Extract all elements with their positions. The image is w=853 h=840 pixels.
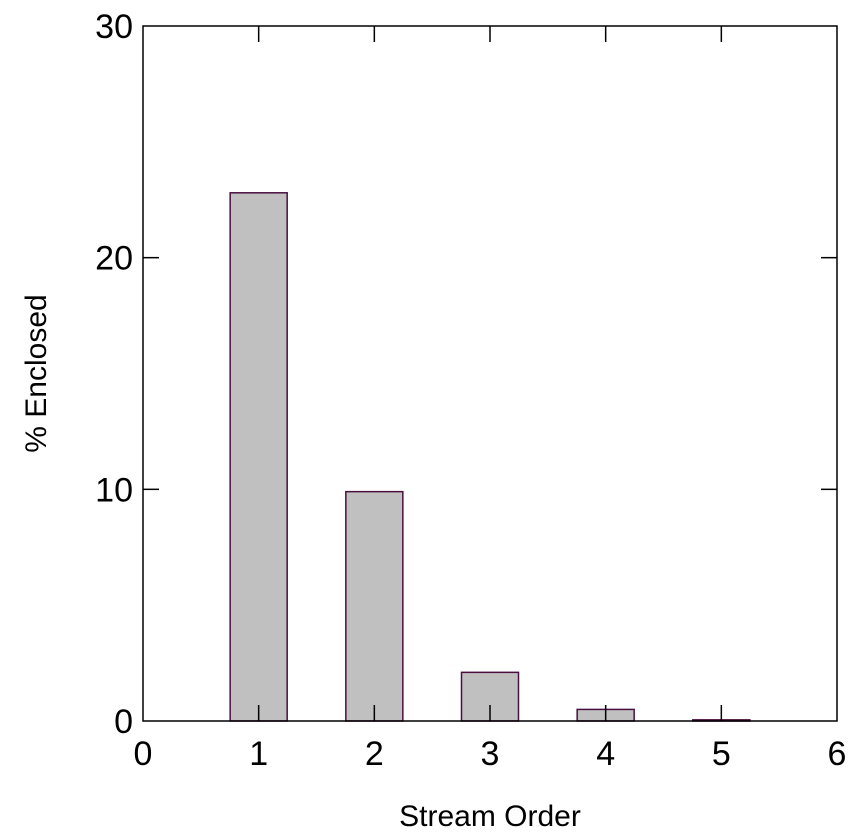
x-tick-label-1: 1 xyxy=(249,735,268,773)
x-tick-label-6: 6 xyxy=(828,735,847,773)
axis-ticks xyxy=(143,26,837,721)
bars-group xyxy=(229,192,751,722)
y-tick-label-20: 20 xyxy=(95,240,133,278)
bar-order-2 xyxy=(345,490,404,722)
y-tick-labels: 0 10 20 30 xyxy=(95,8,133,741)
x-tick-label-4: 4 xyxy=(596,735,615,773)
bar-order-1 xyxy=(229,192,288,722)
y-tick-label-10: 10 xyxy=(95,471,133,509)
x-axis-label: Stream Order xyxy=(399,800,581,833)
y-tick-label-0: 0 xyxy=(114,703,133,741)
x-tick-label-0: 0 xyxy=(134,735,153,773)
x-tick-label-5: 5 xyxy=(712,735,731,773)
y-axis-label: % Enclosed xyxy=(20,294,53,452)
y-tick-label-30: 30 xyxy=(95,8,133,46)
x-tick-labels: 0 1 2 3 4 5 6 xyxy=(134,735,847,773)
x-tick-label-2: 2 xyxy=(365,735,384,773)
x-tick-label-3: 3 xyxy=(481,735,500,773)
